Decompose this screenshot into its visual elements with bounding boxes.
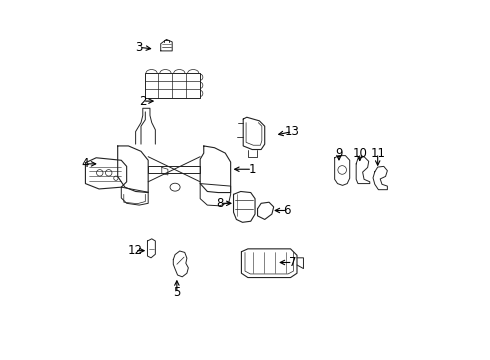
Text: 2: 2 — [139, 95, 147, 108]
Text: 4: 4 — [81, 157, 89, 170]
Text: 8: 8 — [216, 197, 223, 210]
Text: 5: 5 — [173, 287, 180, 300]
Text: 13: 13 — [285, 125, 300, 138]
Text: 7: 7 — [289, 256, 296, 269]
Text: 3: 3 — [136, 41, 143, 54]
Text: 12: 12 — [127, 244, 143, 257]
Text: 9: 9 — [335, 147, 343, 159]
Text: 6: 6 — [284, 204, 291, 217]
Text: 1: 1 — [248, 163, 256, 176]
Text: 10: 10 — [352, 147, 367, 159]
Text: 11: 11 — [370, 147, 385, 159]
